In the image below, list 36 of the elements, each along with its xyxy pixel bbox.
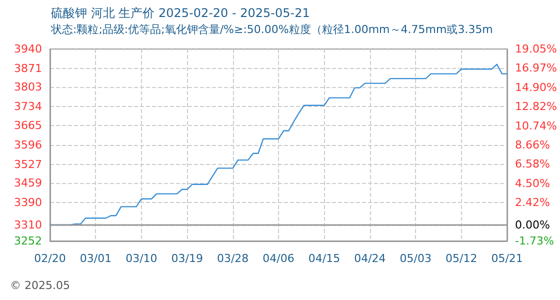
y-tick-label: 3459	[14, 176, 42, 190]
y-tick-label: 3252	[14, 234, 42, 248]
x-tick-label: 05/12	[446, 252, 478, 265]
y2-tick-label: 10.74%	[515, 119, 558, 132]
x-tick-label: 04/06	[262, 252, 294, 265]
y2-tick-label: 16.97%	[515, 62, 558, 75]
x-tick-label: 05/21	[491, 252, 523, 265]
y2-tick-label: 14.90%	[515, 80, 558, 94]
y-tick-label: 3596	[14, 138, 42, 152]
y-tick-label: 3390	[14, 196, 42, 209]
y2-tick-label: 19.05%	[515, 42, 558, 56]
x-tick-label: 02/20	[34, 252, 66, 265]
y2-tick-label: 8.66%	[515, 138, 550, 152]
x-tick-label: 04/15	[308, 252, 340, 265]
x-tick-label: 03/28	[216, 252, 249, 265]
y2-tick-label: 6.58%	[515, 158, 550, 171]
y2-tick-label: 4.50%	[515, 176, 550, 190]
x-tick-label: 03/01	[80, 252, 112, 265]
x-tick-label: 03/19	[171, 252, 203, 265]
y2-tick-label: -1.73%	[515, 234, 554, 248]
y-tick-label: 3734	[14, 100, 42, 113]
y2-tick-label: 2.42%	[515, 196, 550, 210]
y-tick-label: 3665	[14, 119, 42, 132]
y-tick-label: 3527	[14, 158, 42, 171]
x-tick-label: 05/03	[400, 252, 432, 265]
text: © 2025.05	[10, 279, 70, 292]
chart-subtitle: 状态:颗粒;品级:优等品;氧化钾含量/%≥:50.00%粒度（粒径1.00mm～4.75mm或3.35m	[50, 23, 493, 36]
y-tick-label: 3310	[14, 218, 42, 232]
y2-tick-label: 0.00%	[515, 218, 550, 232]
y2-tick-label: 12.82%	[515, 100, 558, 114]
y-tick-label: 3871	[14, 62, 42, 75]
chart-title: 硫酸钾 河北 生产价 2025-02-20 - 2025-05-21	[51, 6, 310, 20]
x-tick-label: 04/24	[354, 252, 386, 265]
y-tick-label: 3940	[14, 42, 42, 56]
y-tick-label: 3803	[14, 80, 42, 94]
x-tick-label: 03/10	[126, 252, 158, 265]
